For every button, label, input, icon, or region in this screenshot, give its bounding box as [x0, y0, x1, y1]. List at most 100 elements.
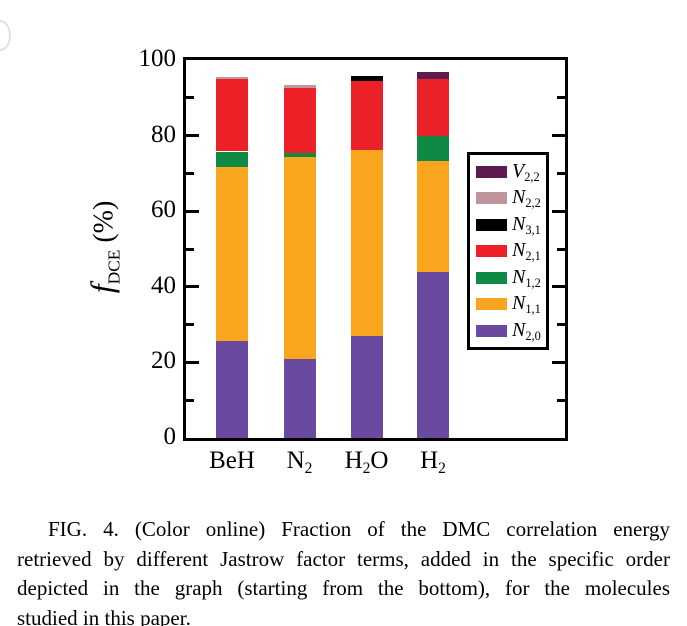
caption-line-1: FIG. 4. (Color online) Fraction of the D…	[48, 517, 670, 541]
bar-segment-N_2,1-N2	[283, 88, 316, 153]
caption-line-2: retrieved by different Jastrow factor te…	[17, 546, 670, 571]
x-label-subscript: 2	[438, 460, 446, 478]
x-tick-label-H2O: H2O	[345, 447, 389, 478]
legend-label-N_2,2: N2,2	[512, 186, 541, 211]
y-tick-left-60	[186, 209, 199, 213]
legend-label-N_2,0: N2,0	[512, 318, 541, 343]
y-tick-label-20: 20	[151, 347, 176, 375]
caption-line-4: studied in this paper.	[17, 605, 191, 626]
bar-segment-N_2,1-H2	[417, 79, 449, 136]
legend-letter: N	[512, 265, 526, 288]
legend-letter: N	[512, 186, 526, 208]
bar-segment-N_1,2-BeH	[216, 151, 248, 167]
legend-subscript: 2,2	[524, 169, 540, 184]
bar-segment-N_2,0-H2O	[350, 336, 383, 438]
chart-legend: V2,2 N2,2 N3,1 N2,1 N1,2 N1,1 N2,0	[467, 152, 549, 350]
legend-label-N_2,1: N2,1	[512, 239, 541, 264]
y-tick-label-40: 40	[151, 271, 176, 299]
legend-entry-N_1,2: N1,2	[476, 265, 546, 291]
bar-segment-N_1,2-N2	[283, 152, 316, 158]
y-tick-left-70	[186, 171, 194, 175]
bar-segment-N_2,0-BeH	[216, 341, 248, 438]
y-tick-right-20	[552, 360, 565, 364]
y-tick-right-90	[557, 96, 565, 100]
legend-entry-N_1,1: N1,1	[476, 291, 546, 317]
y-tick-label-100: 100	[138, 45, 177, 72]
bar-segment-V_2,2-H2	[417, 72, 449, 80]
x-label-subscript: 2	[362, 460, 371, 478]
legend-subscript: 1,2	[525, 275, 541, 290]
y-tick-right-10	[557, 398, 565, 402]
legend-letter: N	[512, 212, 526, 235]
bar-segment-N_1,1-H2	[417, 160, 449, 273]
y-tick-left-10	[186, 398, 194, 402]
y-tick-left-20	[186, 360, 199, 364]
legend-swatch-N_1,1	[476, 298, 507, 310]
y-tick-label-60: 60	[151, 196, 176, 224]
y-tick-right-70	[557, 171, 565, 175]
bar-segment-N_1,1-N2	[283, 157, 316, 359]
bar-segment-N_1,1-H2O	[350, 150, 383, 337]
legend-swatch-N_2,0	[476, 324, 507, 337]
bar-segment-N_1,2-H2	[417, 135, 449, 161]
plot-frame	[183, 57, 568, 441]
legend-swatch-N_2,1	[476, 245, 507, 257]
stacked-bar-chart: fDCE (%) 0 20 40 60 80 100 BeH N2 H2O H2 V2,2 N2,…	[84, 45, 568, 478]
legend-swatch-V_2,2	[476, 165, 507, 178]
bar-segment-N_2,2-N2	[283, 84, 316, 89]
x-label-text: O	[370, 447, 389, 474]
bar-segment-N_2,1-BeH	[216, 78, 248, 152]
legend-subscript: 2,2	[525, 196, 541, 211]
figure-caption: FIG. 4. (Color online) Fraction of the D…	[17, 515, 670, 626]
legend-subscript: 2,0	[525, 328, 541, 343]
legend-letter: N	[512, 292, 526, 314]
legend-entry-N_2,1: N2,1	[476, 238, 546, 264]
bar-segment-N_2,0-H2	[417, 272, 449, 438]
y-tick-right-30	[557, 323, 565, 327]
x-label-text: BeH	[209, 447, 255, 474]
bar-segment-N_2,1-H2O	[350, 81, 383, 151]
legend-label-V_2,2: V2,2	[512, 159, 540, 184]
y-tick-left-80	[186, 134, 199, 138]
x-label-text: N	[286, 447, 305, 474]
legend-swatch-N_2,2	[476, 192, 507, 204]
legend-label-N_3,1: N3,1	[512, 212, 541, 237]
legend-subscript: 3,1	[525, 222, 541, 237]
bar-segment-N_1,1-BeH	[216, 166, 248, 342]
bar-segment-N_3,1-H2O	[350, 75, 383, 82]
x-label-subscript: 2	[304, 460, 313, 478]
legend-subscript: 2,1	[525, 249, 541, 264]
y-tick-label-80: 80	[151, 120, 176, 148]
bar-segment-N_2,0-N2	[283, 359, 316, 438]
legend-label-N_1,2: N1,2	[512, 265, 541, 290]
y-tick-left-40	[186, 285, 199, 289]
x-tick-label-N2: N2	[287, 447, 313, 478]
y-tick-label-0: 0	[163, 423, 177, 450]
y-tick-left-90	[186, 96, 194, 100]
y-tick-right-50	[557, 247, 565, 251]
legend-subscript: 1,1	[525, 302, 541, 317]
x-tick-label-H2: H2	[420, 447, 446, 478]
x-label-text: H	[420, 447, 439, 474]
legend-letter: N	[512, 239, 526, 261]
y-tick-left-50	[186, 247, 194, 251]
legend-entry-V_2,2: V2,2	[476, 159, 546, 185]
y-tick-right-80	[552, 134, 565, 138]
y-tick-right-40	[552, 285, 565, 289]
legend-swatch-N_3,1	[476, 218, 507, 231]
legend-label-N_1,1: N1,1	[512, 292, 541, 317]
legend-entry-N_3,1: N3,1	[476, 212, 546, 238]
legend-swatch-N_1,2	[476, 271, 507, 284]
legend-letter: V	[512, 159, 525, 182]
legend-entry-N_2,2: N2,2	[476, 185, 546, 211]
y-tick-right-60	[552, 209, 565, 213]
x-label-text: H	[344, 447, 363, 474]
y-tick-left-30	[186, 323, 194, 327]
legend-entry-N_2,0: N2,0	[476, 318, 546, 344]
plot-area	[186, 60, 565, 438]
bar-segment-N_2,2-BeH	[216, 77, 248, 79]
caption-line-3: depicted in the graph (starting from the…	[17, 576, 670, 600]
x-tick-label-BeH: BeH	[209, 447, 255, 475]
legend-letter: N	[512, 318, 526, 341]
